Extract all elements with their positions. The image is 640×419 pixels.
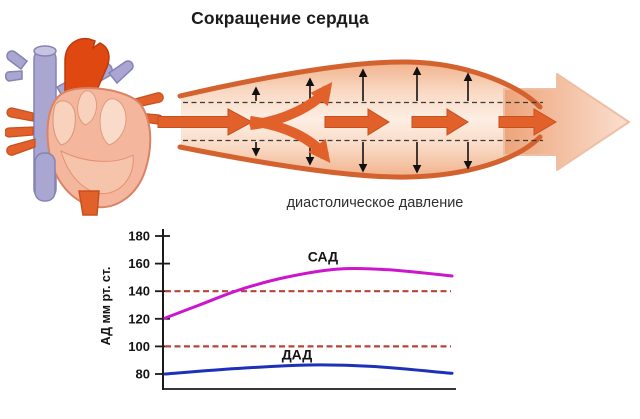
aorta [64,37,110,100]
y-tick-label: 140 [128,284,150,299]
y-tick-label: 160 [128,256,150,271]
vessel-caption: диастолическое давление [286,195,464,211]
vessel-wall-bottom [177,134,543,180]
heart-chambers-highlights [52,90,134,195]
blood-flow-arrows [157,108,557,136]
inferior-vena-cava [34,152,56,202]
heart-anatomy-illustration [5,37,164,216]
vessel-wall-top [177,59,543,110]
aorta-descending-stub [78,190,100,216]
wall-tension-arrows-up [251,66,473,101]
flow-split-arrows [249,81,333,163]
vessel-flow-diagram [157,59,630,180]
series-label-САД: САД [308,249,338,265]
series-line-ДАД [163,363,454,376]
y-axis-label: АД мм рт. ст. [99,267,113,346]
pulmonary-artery-stubs-left [5,107,36,156]
y-tick-label: 180 [128,229,150,244]
pressure-reference-dashes [183,101,543,142]
y-tick-label: 100 [128,339,150,354]
y-tick-label: 80 [136,367,150,382]
series-line-САД [163,267,454,320]
page-title: Сокращение сердца [191,8,369,28]
series-label-ДАД: ДАД [282,347,313,363]
y-tick-label: 120 [128,311,150,326]
